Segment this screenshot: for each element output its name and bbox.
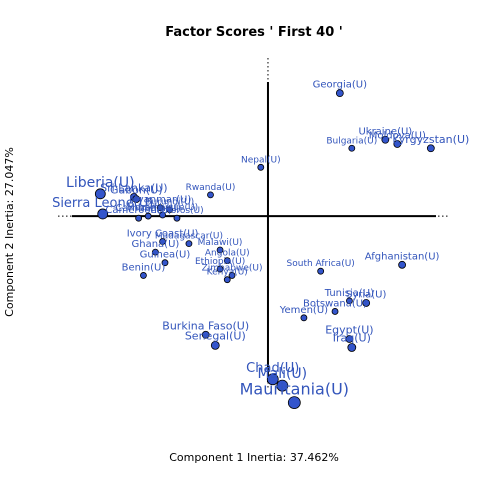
point-label: Bulgaria(U) <box>326 136 377 146</box>
data-point <box>144 212 152 220</box>
data-point <box>300 314 308 322</box>
data-point <box>257 163 265 171</box>
data-point <box>210 340 220 350</box>
point-label: Nepal(U) <box>241 155 281 165</box>
point-label: Georgia(U) <box>313 80 367 91</box>
point-label: Ukraine(U) <box>358 126 412 137</box>
data-point <box>216 246 224 254</box>
point-label: Chad(U) <box>246 361 299 376</box>
point-label: Myanmar(U) <box>129 195 191 206</box>
point-label: Iraq(U) <box>333 331 371 344</box>
point-label: Burkina Faso(U) <box>162 319 249 332</box>
point-label: Ethiopia(U) <box>195 257 245 267</box>
point-label: Sri Lanka(U) <box>100 182 167 195</box>
point-label: Ghana(U) <box>132 239 180 250</box>
point-label: Ivory Coast(U) <box>127 229 199 240</box>
data-point <box>276 379 289 392</box>
labels-layer: Liberia(U) Sierra Leone(U)Sri Lanka(U)Gab… <box>52 80 469 399</box>
point-label: Madagascar(U) <box>155 232 223 242</box>
data-point <box>331 308 339 315</box>
point-label: Angola(U) <box>205 249 250 259</box>
data-point <box>398 260 406 269</box>
point-label: Egypt(U) <box>325 324 373 337</box>
data-point <box>159 238 166 245</box>
data-point <box>347 343 357 352</box>
data-point <box>166 206 174 214</box>
data-point <box>94 188 106 200</box>
point-label: Liberia(U) <box>66 175 135 191</box>
point-label: Yemen(U) <box>279 305 328 316</box>
point-label: Mozambique(U) <box>127 203 198 213</box>
point-label: Benin(U) <box>122 262 166 273</box>
point-label: Rwanda(U) <box>186 183 236 193</box>
point-label: Cambodia(U) <box>115 203 181 214</box>
point-label: Gabon(U) <box>110 184 163 197</box>
data-point <box>228 272 236 279</box>
data-point <box>223 257 231 264</box>
data-point <box>201 330 210 339</box>
point-label: Afghanistan(U) <box>365 251 440 262</box>
data-point <box>185 240 193 248</box>
data-point <box>156 204 164 212</box>
data-point <box>132 195 141 204</box>
point-label: Zimbabwe(U) <box>202 263 263 273</box>
point-label: Sierra Leone(U) <box>52 196 153 211</box>
data-point <box>362 299 371 307</box>
point-label: Kenya(U) <box>207 268 248 278</box>
point-label: Kyrgyzstan(U) <box>392 133 469 146</box>
data-point <box>135 214 143 222</box>
point-label: Syria(U) <box>346 289 387 300</box>
data-point <box>140 272 147 279</box>
data-point <box>335 89 344 98</box>
point-label: Mali(U) <box>258 366 308 382</box>
data-point <box>223 276 231 284</box>
y-axis-title: Component 2 Inertia: 27.047% <box>3 147 16 317</box>
x-axis-title: Component 1 Inertia: 37.462% <box>169 451 339 464</box>
data-point <box>317 267 325 275</box>
point-label: Senegal(U) <box>185 329 246 342</box>
point-label: Cameroon(U) <box>105 205 172 216</box>
point-label: Mauritania(U) <box>240 380 349 399</box>
data-point <box>266 373 279 386</box>
data-point <box>216 265 224 273</box>
data-point <box>152 248 159 256</box>
points-layer <box>94 89 435 409</box>
data-point <box>207 191 214 199</box>
point-label: Guinea(U) <box>140 250 191 261</box>
data-point <box>426 144 435 153</box>
point-label: Botswana(U) <box>303 298 367 309</box>
point-label: Malawi(U) <box>198 238 243 248</box>
data-point <box>346 297 353 305</box>
chart-title: Factor Scores ' First 40 ' <box>165 25 343 40</box>
data-point <box>173 214 181 222</box>
point-label: Tunisia(U) <box>324 288 374 299</box>
data-point <box>348 144 356 152</box>
point-label: Burundi(U) <box>145 198 194 208</box>
data-point <box>393 140 402 148</box>
data-point <box>287 396 301 409</box>
axes-layer <box>58 58 448 390</box>
data-point <box>381 135 390 144</box>
data-point <box>97 208 109 220</box>
data-point <box>161 259 169 267</box>
point-label: Moldova(U) <box>369 131 426 142</box>
point-label: South Africa(U) <box>287 259 355 269</box>
data-point <box>345 335 354 343</box>
point-label: Comoros(U) <box>150 206 203 216</box>
data-point <box>159 211 166 219</box>
